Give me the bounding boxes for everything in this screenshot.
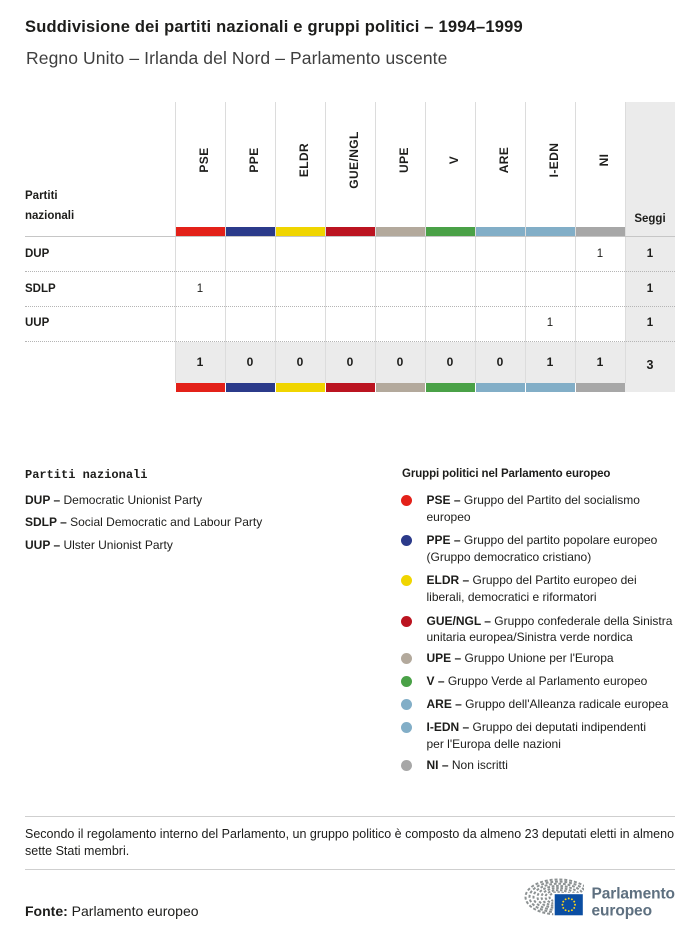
svg-text:Parlamento: Parlamento xyxy=(592,886,675,903)
svg-text:europeo: europeo xyxy=(592,903,652,920)
